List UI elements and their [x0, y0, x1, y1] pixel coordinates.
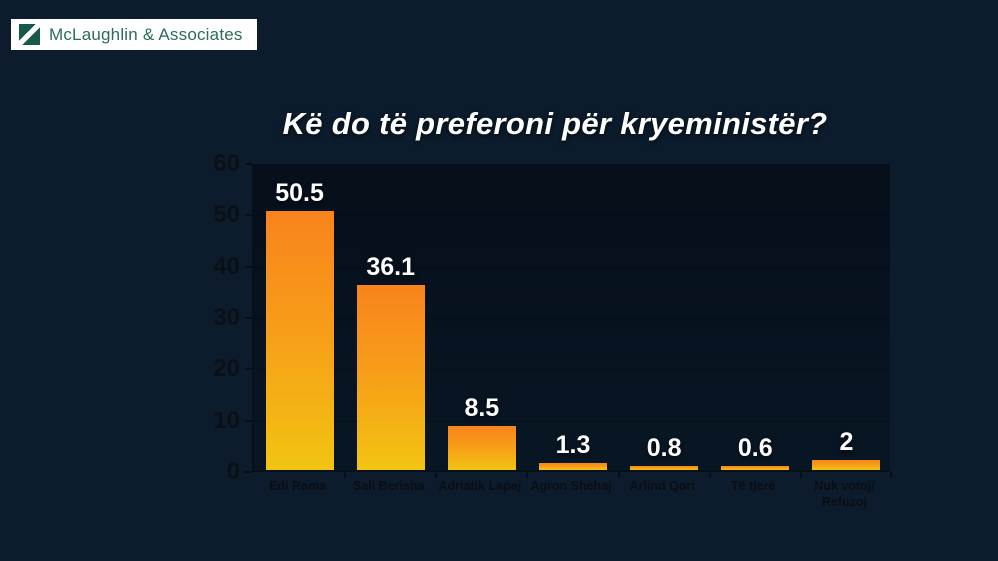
logo-diagonal-slash-icon: [19, 24, 40, 45]
y-tick-label: 0: [226, 458, 240, 485]
y-tick: [245, 317, 252, 319]
bar-value-label: 2: [839, 427, 854, 456]
bar: [265, 210, 334, 470]
bar: [539, 463, 607, 470]
x-axis-labels: Edi Rama Sali Berisha Adriatik Lapaj Agron …: [252, 478, 890, 528]
bar-value-label: 0.8: [646, 433, 682, 462]
x-tick: [617, 472, 620, 478]
chart-title: Kë do të preferoni për kryeministër?: [282, 106, 828, 141]
gridline: [254, 420, 890, 422]
bar: [630, 465, 699, 470]
y-tick-label: 50: [213, 201, 240, 229]
gridline: [254, 318, 890, 319]
x-tick: [799, 472, 802, 478]
x-tick: [344, 472, 347, 478]
bar-value-label: 36.1: [366, 252, 416, 281]
y-tick: [245, 471, 252, 473]
bar-category-label: Nuk votoj/ Refuzoj: [814, 479, 875, 510]
logo-text: McLaughlin & Associates: [49, 24, 243, 44]
bar-category-label: Adriatik Lapaj: [438, 479, 522, 493]
y-tick-label: 10: [213, 406, 240, 434]
bar-category-label: Edi Rama: [269, 479, 327, 493]
gridline: [254, 215, 890, 217]
x-tick: [708, 472, 711, 478]
bar: [812, 459, 881, 470]
x-tick: [526, 472, 529, 478]
gridline: [254, 266, 890, 268]
mclaughlin-logo: McLaughlin & Associates: [11, 19, 257, 50]
bar-value-label: 8.5: [464, 394, 500, 423]
y-tick-label: 20: [213, 355, 240, 383]
y-tick: [245, 368, 252, 371]
bar-value-label: 1.3: [555, 431, 591, 460]
x-tick: [890, 472, 892, 478]
y-tick: [245, 214, 252, 217]
y-tick-label: 30: [213, 304, 240, 331]
bar: [447, 426, 516, 470]
y-axis: 0 10 20 30 40 50 60: [0, 150, 252, 485]
y-tick-label: 60: [213, 150, 240, 177]
bar-value-label: 0.6: [737, 434, 773, 462]
bar-category-label: Të tjerë: [731, 479, 776, 493]
bar-value-label: 50.5: [275, 178, 324, 207]
x-tick: [435, 472, 438, 478]
bar: [356, 284, 425, 470]
bar: [721, 466, 790, 470]
bar-category-label: Agron Shehaj: [530, 479, 612, 493]
chart-plot-area: 50.5 36.1 8.5 1.3 0.8 0.6 2: [252, 164, 892, 478]
gridline: [254, 369, 890, 371]
y-tick: [245, 163, 252, 165]
bar-category-label: Sali Berisha: [352, 479, 425, 493]
y-tick-label: 40: [213, 252, 240, 280]
y-tick: [245, 419, 252, 422]
bar-category-label: Arlind Qori: [629, 479, 695, 493]
y-tick: [245, 265, 252, 268]
